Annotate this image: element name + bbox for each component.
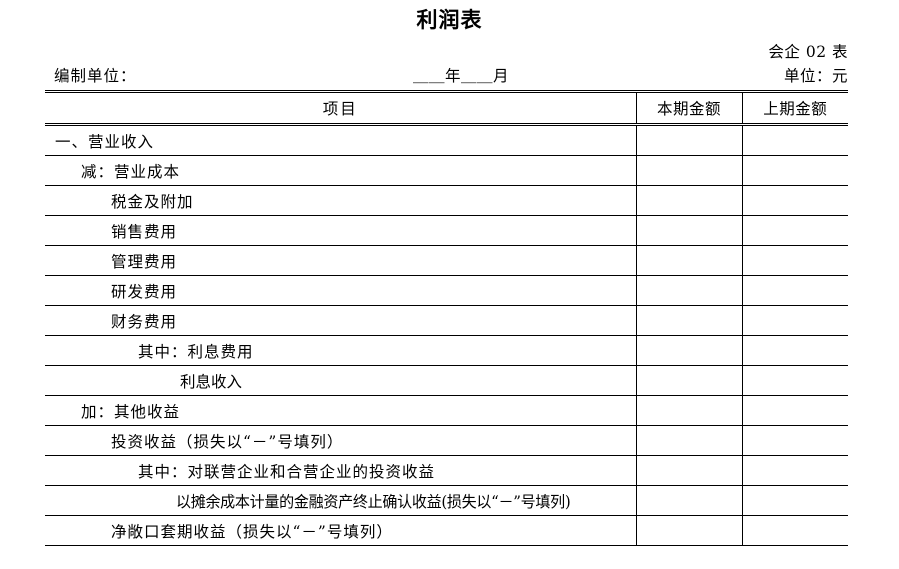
previous-amount-cell[interactable] (741, 185, 848, 216)
table-body: 一、营业收入 减：营业成本 税金及附加 销售费用 管理费用 研发费用 财务费用 其中：利息费用… (45, 124, 848, 546)
current-amount-cell[interactable] (635, 155, 742, 186)
table-row: 其中：对联营企业和合营企业的投资收益 (45, 455, 848, 486)
current-amount-cell[interactable] (635, 515, 742, 546)
table-row: 财务费用 (45, 305, 848, 336)
line-item-label: 净敞口套期收益（损失以“－”号填列） (45, 515, 636, 546)
previous-amount-cell[interactable] (741, 395, 848, 426)
form-number-label: 会企 02 表 (768, 43, 848, 61)
previous-amount-cell[interactable] (741, 515, 848, 546)
current-amount-cell[interactable] (635, 215, 742, 246)
line-item-label: 管理费用 (45, 245, 636, 276)
page-title: 利润表 (416, 8, 483, 32)
income-statement-table: 项目 本期金额 上期金额 一、营业收入 减：营业成本 税金及附加 销售费用 管理费用 研发… (45, 90, 848, 546)
currency-unit-label: 单位：元 (783, 67, 848, 85)
previous-amount-cell[interactable] (741, 335, 848, 366)
current-amount-cell[interactable] (635, 455, 742, 486)
line-item-label: 投资收益（损失以“－”号填列） (45, 425, 636, 456)
table-row: 加：其他收益 (45, 395, 848, 426)
table-row: 研发费用 (45, 275, 848, 306)
current-amount-cell[interactable] (635, 365, 742, 396)
line-item-label: 销售费用 (45, 215, 636, 246)
column-header-item: 项目 (45, 90, 636, 126)
line-item-label: 其中：利息费用 (45, 335, 636, 366)
table-row: 减：营业成本 (45, 155, 848, 186)
current-amount-cell[interactable] (635, 275, 742, 306)
line-item-label: 加：其他收益 (45, 395, 636, 426)
table-row: 投资收益（损失以“－”号填列） (45, 425, 848, 456)
line-item-label: 研发费用 (45, 275, 636, 306)
line-item-label: 减：营业成本 (45, 155, 636, 186)
previous-amount-cell[interactable] (741, 124, 848, 156)
previous-amount-cell[interactable] (741, 455, 848, 486)
line-item-label: 其中：对联营企业和合营企业的投资收益 (45, 455, 636, 486)
previous-amount-cell[interactable] (741, 245, 848, 276)
column-header-previous-amount: 上期金额 (741, 90, 848, 126)
table-row: 税金及附加 (45, 185, 848, 216)
reporting-period-label: ＿＿年＿＿月 (412, 67, 509, 85)
previous-amount-cell[interactable] (741, 275, 848, 306)
previous-amount-cell[interactable] (741, 215, 848, 246)
table-header-row: 项目 本期金额 上期金额 (45, 90, 848, 126)
previous-amount-cell[interactable] (741, 365, 848, 396)
previous-amount-cell[interactable] (741, 155, 848, 186)
document-meta-header: 会企 02 表 单位：元 编制单位： ＿＿年＿＿月 (46, 42, 848, 86)
previous-amount-cell[interactable] (741, 305, 848, 336)
table-row: 净敞口套期收益（损失以“－”号填列） (45, 515, 848, 546)
current-amount-cell[interactable] (635, 485, 742, 516)
previous-amount-cell[interactable] (741, 425, 848, 456)
line-item-label: 利息收入 (45, 365, 636, 396)
table-row: 以摊余成本计量的金融资产终止确认收益(损失以“－”号填列) (45, 485, 848, 516)
table-row: 一、营业收入 (45, 124, 848, 156)
table-row: 其中：利息费用 (45, 335, 848, 366)
preparer-unit-label: 编制单位： (54, 67, 137, 85)
current-amount-cell[interactable] (635, 335, 742, 366)
current-amount-cell[interactable] (635, 395, 742, 426)
previous-amount-cell[interactable] (741, 485, 848, 516)
column-header-current-amount: 本期金额 (635, 90, 742, 126)
current-amount-cell[interactable] (635, 124, 742, 156)
line-item-label: 税金及附加 (45, 185, 636, 216)
current-amount-cell[interactable] (635, 425, 742, 456)
table-row: 利息收入 (45, 365, 848, 396)
table-row: 管理费用 (45, 245, 848, 276)
current-amount-cell[interactable] (635, 305, 742, 336)
line-item-label: 以摊余成本计量的金融资产终止确认收益(损失以“－”号填列) (45, 485, 619, 516)
line-item-label: 一、营业收入 (45, 124, 636, 156)
current-amount-cell[interactable] (635, 245, 742, 276)
current-amount-cell[interactable] (635, 185, 742, 216)
table-header: 项目 本期金额 上期金额 (45, 90, 848, 126)
table-row: 销售费用 (45, 215, 848, 246)
line-item-label: 财务费用 (45, 305, 636, 336)
